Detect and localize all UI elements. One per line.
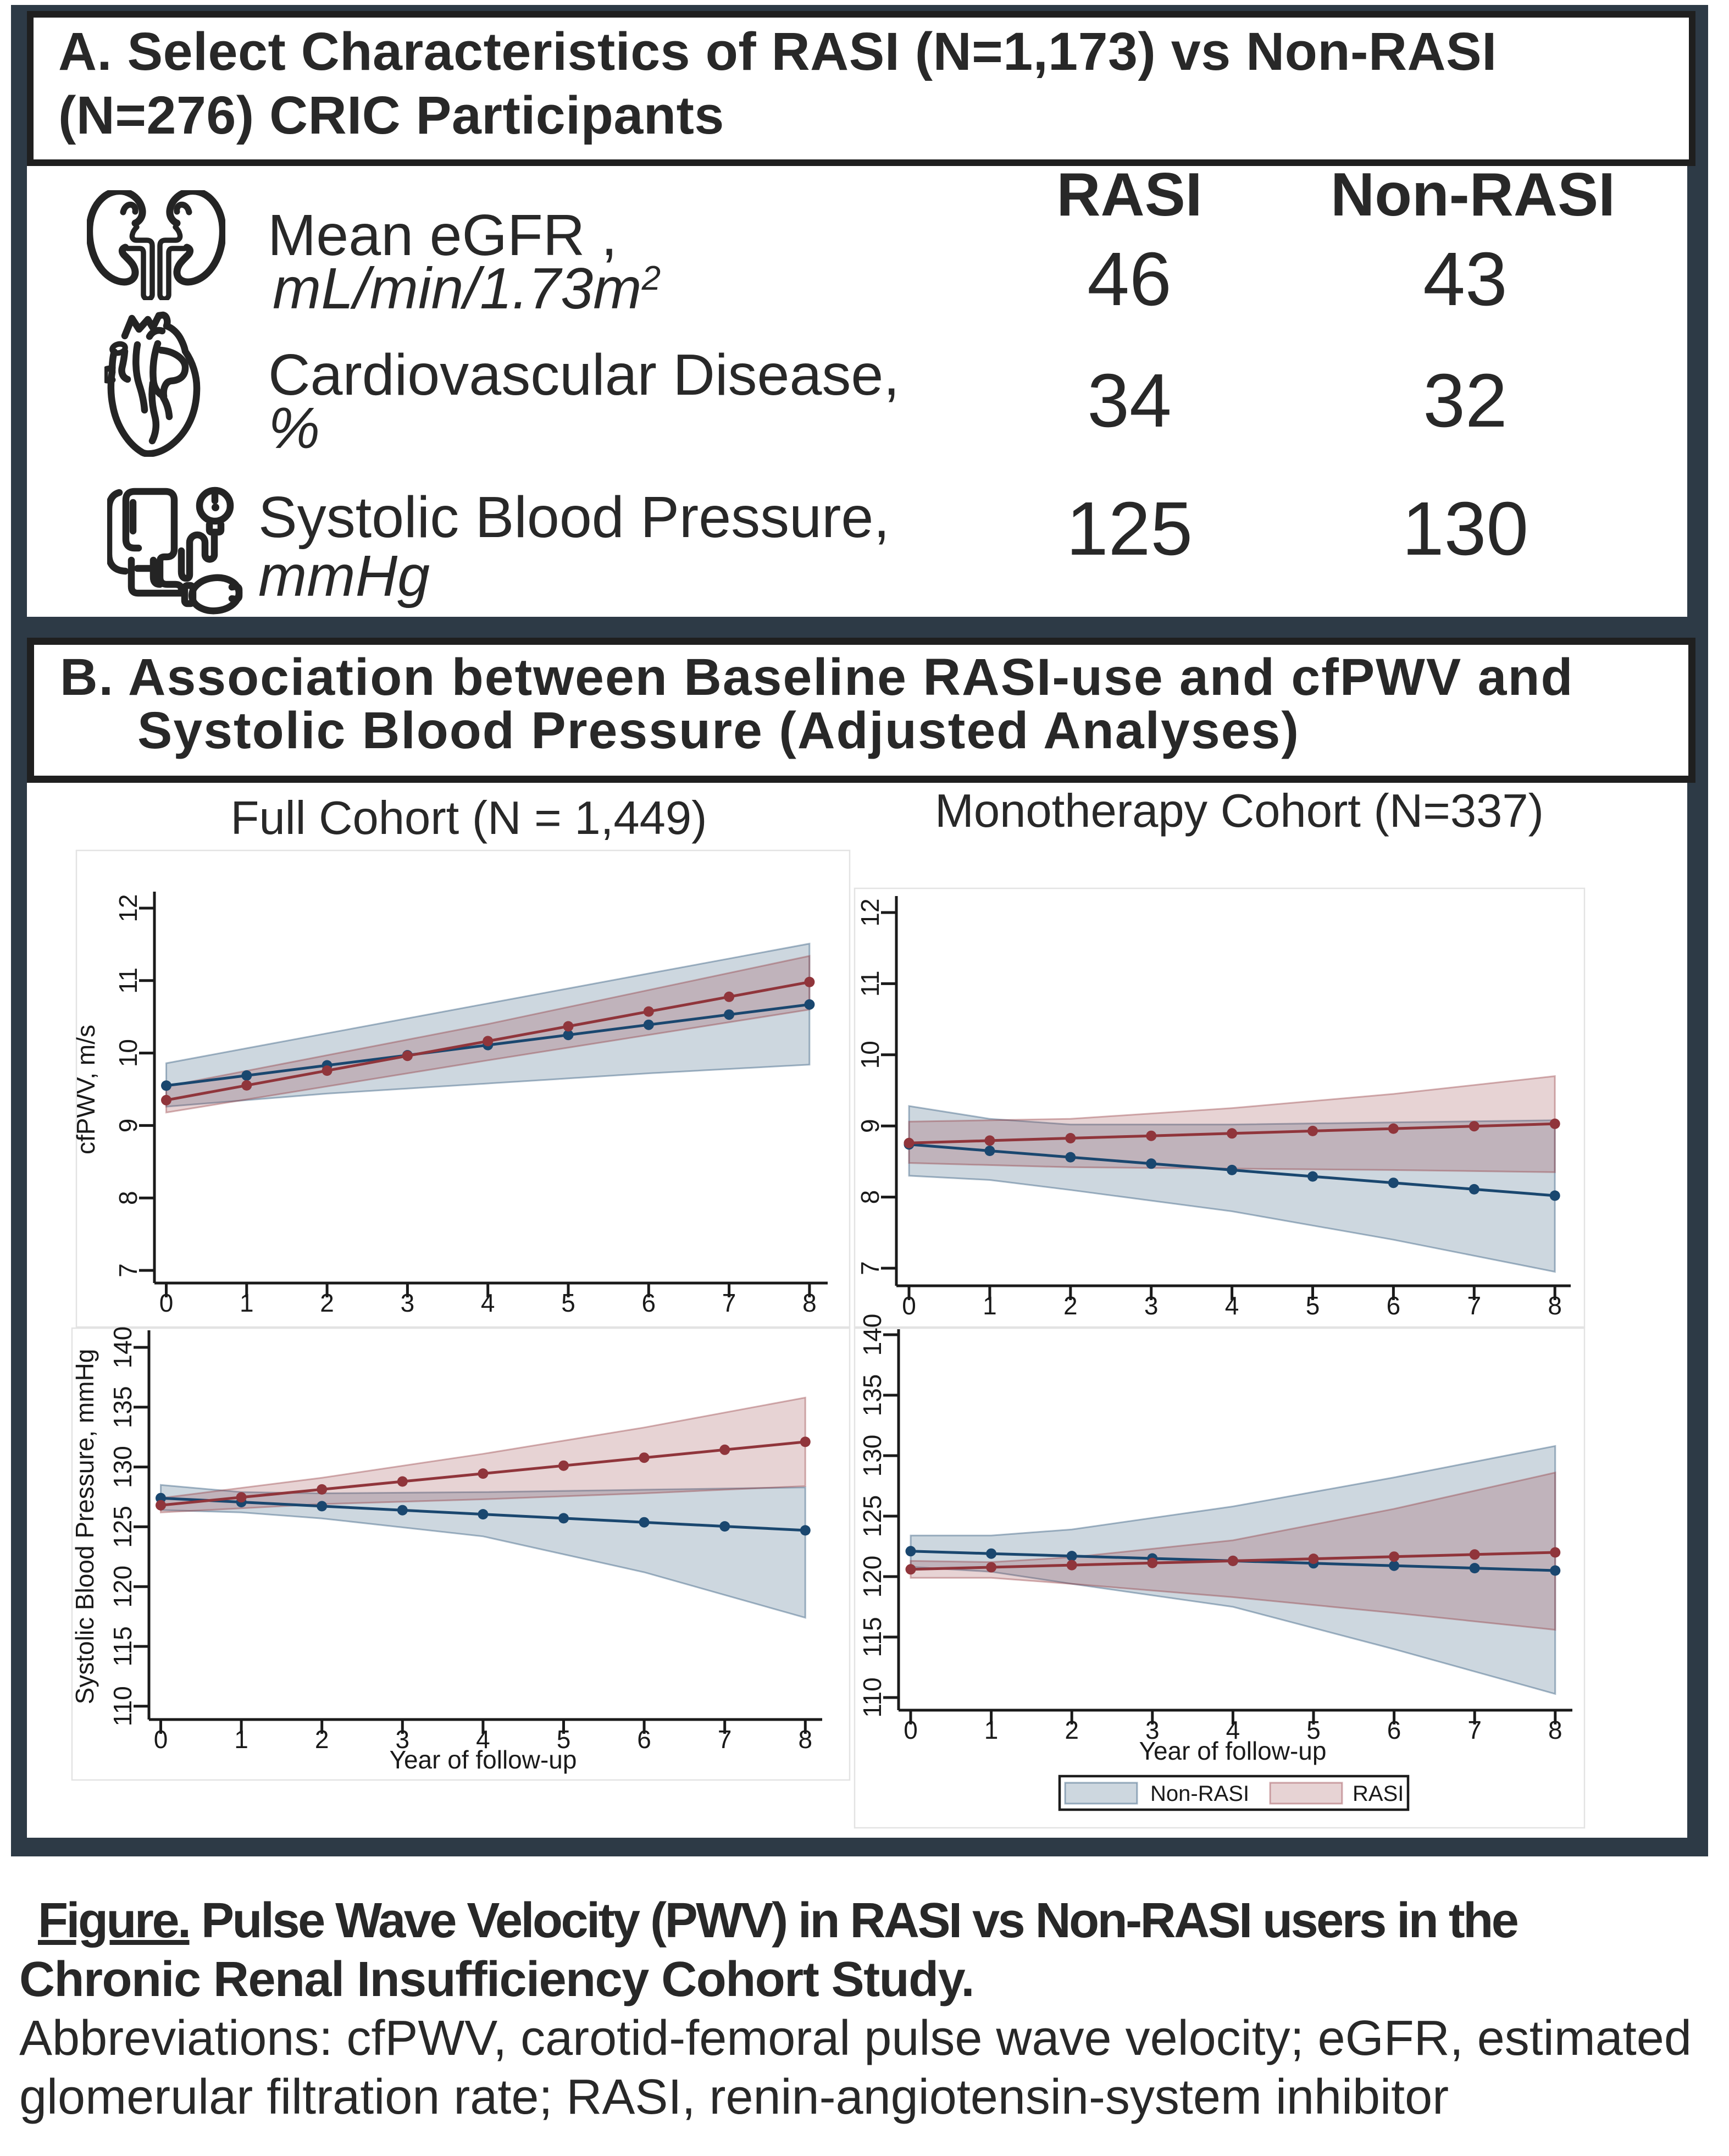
svg-text:3: 3 <box>396 1725 410 1754</box>
svg-text:125: 125 <box>108 1506 137 1548</box>
svg-text:8: 8 <box>856 1190 884 1204</box>
svg-text:6: 6 <box>1387 1291 1401 1320</box>
svg-text:11: 11 <box>114 968 142 994</box>
svg-text:4: 4 <box>1226 1716 1240 1744</box>
svg-text:135: 135 <box>108 1386 137 1428</box>
svg-text:10: 10 <box>114 1039 142 1067</box>
svg-text:cfPWV, m/s: cfPWV, m/s <box>71 1025 100 1154</box>
svg-text:7: 7 <box>114 1263 142 1278</box>
svg-text:12: 12 <box>114 894 142 922</box>
svg-text:125: 125 <box>858 1495 886 1538</box>
svg-text:RASI: RASI <box>1353 1782 1404 1806</box>
svg-text:1: 1 <box>983 1291 997 1320</box>
svg-text:1: 1 <box>234 1725 248 1754</box>
svg-text:0: 0 <box>904 1716 918 1744</box>
svg-text:7: 7 <box>1467 1716 1482 1744</box>
svg-text:130: 130 <box>858 1435 886 1477</box>
svg-text:0: 0 <box>902 1291 916 1320</box>
svg-text:4: 4 <box>476 1725 490 1754</box>
svg-text:7: 7 <box>718 1725 732 1754</box>
svg-text:7: 7 <box>722 1289 736 1317</box>
svg-text:Year of follow-up: Year of follow-up <box>1139 1737 1327 1765</box>
svg-text:4: 4 <box>1225 1291 1239 1320</box>
svg-text:115: 115 <box>858 1617 886 1657</box>
svg-text:9: 9 <box>114 1119 142 1133</box>
svg-text:5: 5 <box>561 1289 575 1317</box>
svg-text:5: 5 <box>1306 1291 1320 1320</box>
svg-text:0: 0 <box>159 1289 174 1317</box>
svg-text:115: 115 <box>108 1626 137 1666</box>
svg-text:8: 8 <box>799 1725 813 1754</box>
svg-text:3: 3 <box>1145 1716 1160 1744</box>
svg-text:2: 2 <box>320 1289 334 1317</box>
svg-text:120: 120 <box>108 1566 137 1608</box>
svg-text:2: 2 <box>1065 1716 1079 1744</box>
svg-text:6: 6 <box>642 1289 656 1317</box>
svg-text:Systolic Blood Pressure, mmHg: Systolic Blood Pressure, mmHg <box>70 1349 99 1705</box>
svg-text:120: 120 <box>858 1556 886 1598</box>
svg-text:1: 1 <box>240 1289 254 1317</box>
svg-text:110: 110 <box>108 1686 137 1726</box>
svg-text:5: 5 <box>557 1725 571 1754</box>
svg-text:8: 8 <box>802 1289 817 1317</box>
svg-text:11: 11 <box>856 971 884 997</box>
svg-text:7: 7 <box>1467 1291 1482 1320</box>
svg-text:110: 110 <box>858 1677 886 1717</box>
svg-text:0: 0 <box>154 1725 168 1754</box>
svg-text:12: 12 <box>856 898 884 926</box>
svg-text:140: 140 <box>108 1326 137 1369</box>
svg-text:130: 130 <box>108 1446 137 1488</box>
svg-text:3: 3 <box>401 1289 415 1317</box>
svg-text:135: 135 <box>858 1374 886 1417</box>
svg-text:6: 6 <box>637 1725 651 1754</box>
svg-text:2: 2 <box>1063 1291 1078 1320</box>
svg-text:4: 4 <box>481 1289 495 1317</box>
svg-text:10: 10 <box>856 1041 884 1069</box>
svg-text:8: 8 <box>1548 1291 1562 1320</box>
svg-text:1: 1 <box>984 1716 999 1744</box>
svg-text:9: 9 <box>856 1119 884 1133</box>
svg-text:3: 3 <box>1144 1291 1159 1320</box>
svg-text:Non-RASI: Non-RASI <box>1150 1782 1249 1806</box>
svg-text:8: 8 <box>1548 1716 1562 1744</box>
svg-text:2: 2 <box>315 1725 329 1754</box>
svg-text:Year of follow-up: Year of follow-up <box>390 1745 577 1774</box>
svg-text:5: 5 <box>1306 1716 1321 1744</box>
svg-text:7: 7 <box>856 1261 884 1275</box>
svg-text:140: 140 <box>858 1314 886 1356</box>
svg-text:6: 6 <box>1387 1716 1401 1744</box>
svg-text:8: 8 <box>114 1191 142 1205</box>
